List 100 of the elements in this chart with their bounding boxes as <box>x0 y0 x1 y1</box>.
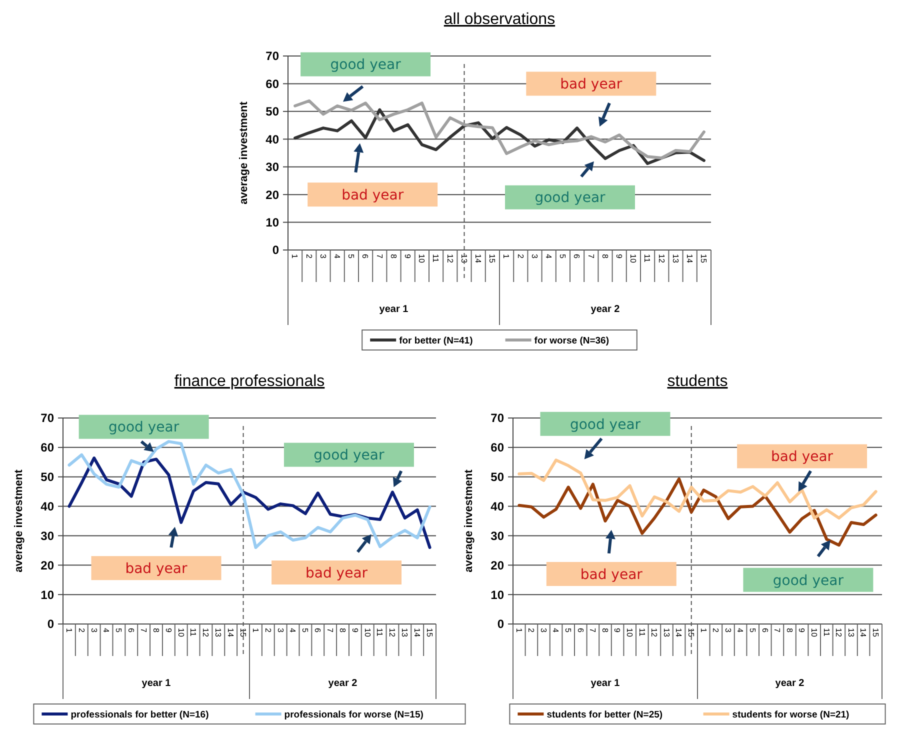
x-tick-label: 14 <box>858 628 868 638</box>
x-tick-label: 3 <box>530 254 539 259</box>
legend-label: students for worse (N=21) <box>732 709 850 720</box>
x-tick-label: 11 <box>188 628 198 637</box>
x-tick-label: 7 <box>326 628 335 633</box>
x-tick-label: 7 <box>139 628 148 633</box>
y-tick-label: 70 <box>40 411 54 426</box>
x-tick-label: 12 <box>650 628 659 638</box>
x-tick-label: 8 <box>784 628 794 633</box>
x-tick-label: 15 <box>424 628 434 638</box>
annotation: good year <box>534 190 606 206</box>
x-tick-label: 9 <box>403 254 412 259</box>
x-tick-label: 3 <box>538 628 548 633</box>
x-tick-label: 12 <box>834 628 844 638</box>
x-tick-label: 12 <box>656 254 666 264</box>
annotation: bad year <box>580 566 643 583</box>
x-tick-label: 12 <box>388 628 397 638</box>
x-tick-label: 1 <box>64 628 74 633</box>
x-tick-label: 9 <box>614 254 624 259</box>
x-tick-label: 10 <box>625 628 634 638</box>
y-tick-label: 30 <box>40 528 54 543</box>
y-tick-label: 10 <box>266 215 280 230</box>
x-tick-label: 8 <box>600 254 610 259</box>
x-tick-label: 6 <box>572 254 582 259</box>
x-tick-label: 5 <box>748 628 758 633</box>
x-tick-label: 15 <box>488 254 497 264</box>
y-axis-title: average investment <box>463 469 475 572</box>
legend-label: students for better (N=25) <box>546 709 663 720</box>
annotation: good year <box>314 448 384 464</box>
x-tick-label: 1 <box>514 628 524 633</box>
x-tick-label: 4 <box>736 628 745 633</box>
x-tick-label: 15 <box>238 628 248 638</box>
x-tick-label: 7 <box>374 254 384 259</box>
text: year 1 <box>590 678 620 689</box>
x-tick-label: 3 <box>723 628 732 633</box>
chart-title: students <box>667 373 728 390</box>
annotation: good year <box>570 416 641 433</box>
x-tick-label: 8 <box>600 628 610 633</box>
x-tick-label: 10 <box>176 628 186 638</box>
x-tick-label: 5 <box>564 628 573 633</box>
text: year 2 <box>775 678 805 689</box>
y-tick-label: 20 <box>40 558 54 572</box>
annotation: bad year <box>560 76 622 93</box>
x-tick-label: 9 <box>797 628 806 633</box>
x-tick-label: 11 <box>822 628 831 637</box>
text: year 2 <box>590 304 620 315</box>
y-tick-label: 20 <box>266 188 280 202</box>
x-tick-label: 3 <box>276 628 285 633</box>
x-tick-label: 10 <box>810 628 819 638</box>
x-tick-label: 6 <box>760 628 770 633</box>
chart-title: all observations <box>444 11 556 28</box>
x-tick-label: 14 <box>685 254 694 264</box>
x-tick-label: 4 <box>551 628 560 633</box>
y-axis-title: average investment <box>13 469 25 572</box>
x-tick-label: 15 <box>871 628 880 638</box>
x-tick-label: 11 <box>637 628 646 637</box>
y-tick-label: 30 <box>266 160 280 174</box>
x-tick-label: 3 <box>89 628 98 633</box>
x-tick-label: 6 <box>126 628 136 633</box>
x-tick-label: 5 <box>558 254 568 259</box>
x-tick-label: 15 <box>699 254 708 264</box>
y-tick-label: 60 <box>266 76 280 91</box>
text: year 1 <box>379 304 409 315</box>
x-tick-label: 11 <box>642 254 652 263</box>
x-tick-label: 9 <box>612 628 622 633</box>
x-tick-label: 8 <box>388 254 398 259</box>
x-tick-label: 5 <box>346 254 356 259</box>
x-tick-label: 13 <box>400 628 410 638</box>
x-tick-label: 12 <box>201 628 210 638</box>
y-tick-label: 20 <box>490 558 504 572</box>
x-tick-label: 14 <box>412 628 422 638</box>
x-tick-label: 2 <box>516 254 525 259</box>
x-tick-label: 11 <box>431 254 440 263</box>
annotation: good year <box>772 572 844 589</box>
x-tick-label: 6 <box>360 254 370 259</box>
y-tick-label: 30 <box>490 528 504 543</box>
y-tick-label: 40 <box>40 499 54 514</box>
x-tick-label: 15 <box>686 628 696 638</box>
annotation: bad year <box>771 449 834 466</box>
annotation: bad year <box>342 187 404 204</box>
x-tick-label: 4 <box>332 254 342 259</box>
x-tick-label: 1 <box>502 254 511 259</box>
x-tick-label: 13 <box>214 628 223 638</box>
y-tick-label: 50 <box>490 470 504 484</box>
x-tick-label: 14 <box>226 628 236 638</box>
legend-label: for worse (N=36) <box>534 335 610 346</box>
x-tick-label: 6 <box>576 628 585 633</box>
annotation: good year <box>108 420 180 436</box>
x-tick-label: 13 <box>670 254 680 264</box>
chart-title: finance professionals <box>174 373 325 390</box>
x-tick-label: 10 <box>628 254 638 264</box>
x-tick-label: 14 <box>674 628 684 638</box>
x-tick-label: 4 <box>288 628 298 633</box>
y-axis-title: average investment <box>238 101 250 204</box>
x-tick-label: 2 <box>304 254 314 259</box>
x-tick-label: 7 <box>588 628 598 633</box>
x-tick-label: 4 <box>102 628 111 633</box>
x-tick-label: 9 <box>350 628 360 633</box>
x-tick-label: 6 <box>313 628 322 633</box>
legend-label: professionals for better (N=16) <box>70 709 209 720</box>
